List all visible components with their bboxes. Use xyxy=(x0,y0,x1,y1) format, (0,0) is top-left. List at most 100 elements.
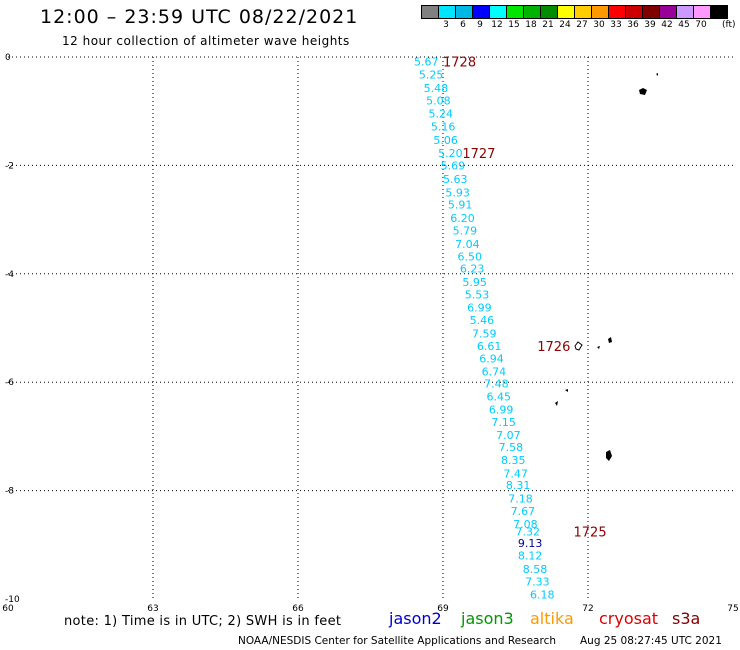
island-mid-6 xyxy=(606,450,612,461)
wave-height-value: 5.95 xyxy=(462,276,487,289)
wave-height-value: 6.18 xyxy=(530,589,555,602)
wave-height-value: 6.74 xyxy=(482,365,507,378)
wave-height-value: 7.58 xyxy=(499,441,524,454)
y-tick-label: -6 xyxy=(5,378,14,388)
x-tick-label: 72 xyxy=(582,604,593,614)
wave-height-value: 7.33 xyxy=(525,576,550,589)
page-subtitle: 12 hour collection of altimeter wave hei… xyxy=(62,34,350,48)
island-top xyxy=(639,88,647,95)
x-tick-label: 60 xyxy=(2,604,14,614)
legend-label: 36 xyxy=(627,20,639,30)
island-mid-1 xyxy=(574,341,583,351)
wave-height-value: 7.32 xyxy=(516,525,541,538)
wave-height-value: 9.13 xyxy=(518,537,543,550)
island-mid-4 xyxy=(565,389,568,392)
legend-label: 15 xyxy=(508,20,520,30)
legend-label: 27 xyxy=(576,20,588,30)
pass-time-label: 1728 xyxy=(443,55,476,70)
y-tick-label: -2 xyxy=(5,161,14,171)
wave-height-value: 8.58 xyxy=(523,563,548,576)
wave-height-value: 7.18 xyxy=(508,493,533,506)
map-grid: 60 63 66 69 72 75 0 -2 -4 -6 -8 -10 xyxy=(2,53,738,614)
wave-height-value: 5.69 xyxy=(441,159,466,172)
y-tick-label: -4 xyxy=(5,270,14,280)
legend-label: 6 xyxy=(460,20,466,30)
wave-height-value: 7.47 xyxy=(503,467,527,480)
wave-height-value: 6.61 xyxy=(477,340,502,353)
wave-height-value: 7.67 xyxy=(511,505,535,518)
legend-label: 9 xyxy=(477,20,483,30)
wave-height-value: 6.99 xyxy=(467,301,492,314)
wave-height-value: 5.24 xyxy=(429,107,454,120)
wave-height-value: 5.93 xyxy=(445,187,470,200)
legend-label: 33 xyxy=(610,20,622,30)
island-top-dot xyxy=(656,73,658,76)
pass-time-label: 1725 xyxy=(574,525,607,540)
wave-height-value: 5.08 xyxy=(426,94,451,107)
wave-height-value: 5.16 xyxy=(431,120,456,133)
satellite-name: altika xyxy=(530,609,574,628)
legend-label: 42 xyxy=(661,20,673,30)
pass-time-labels: 1728 1727 1726 1725 xyxy=(443,55,607,540)
x-tick-label: 63 xyxy=(147,604,158,614)
x-tick-label: 75 xyxy=(727,604,738,614)
y-tick-label: 0 xyxy=(5,53,11,63)
legend-label: 70 xyxy=(695,20,707,30)
wave-height-value: 7.15 xyxy=(491,416,516,429)
satellite-name: jason2 xyxy=(389,609,442,628)
legend-label: 12 xyxy=(491,20,503,30)
wave-height-value: 5.53 xyxy=(465,288,490,301)
y-tick-label: -8 xyxy=(5,487,14,497)
satellite-name: cryosat xyxy=(599,609,659,628)
wave-height-value: 7.08 xyxy=(513,518,538,531)
legend-label: 3 xyxy=(443,20,449,30)
generated-timestamp: Aug 25 08:27:45 UTC 2021 xyxy=(580,635,722,647)
legend-label: 30 xyxy=(593,20,605,30)
x-tick-label: 66 xyxy=(292,604,304,614)
wave-height-value: 5.20 xyxy=(438,147,463,160)
wave-height-value: 6.94 xyxy=(479,352,504,365)
altimeter-track: 5.675.255.485.085.245.165.065.205.695.63… xyxy=(414,55,555,601)
legend-labels: (ft) 3 6 9 12 15 18 21 24 27 30 33 36 39 42 45 70 xyxy=(421,19,740,31)
wave-height-value: 5.67 xyxy=(414,55,439,68)
legend-label: 45 xyxy=(678,20,690,30)
wave-height-value: 5.06 xyxy=(433,134,458,147)
wave-height-value: 8.35 xyxy=(501,454,526,467)
island-mid-3 xyxy=(597,346,600,349)
wave-height-value: 7.07 xyxy=(496,429,520,442)
legend-label: 18 xyxy=(525,20,537,30)
satellite-name: s3a xyxy=(672,609,701,628)
legend-label: 21 xyxy=(542,20,554,30)
island-mid-5 xyxy=(555,401,558,406)
pass-time-label: 1727 xyxy=(462,147,495,162)
wave-height-value: 5.25 xyxy=(419,68,444,81)
legend-swatch xyxy=(710,5,728,19)
page-title: 12:00 – 23:59 UTC 08/22/2021 xyxy=(40,6,359,28)
wave-height-value: 5.48 xyxy=(424,82,449,95)
footer-note: note: 1) Time is in UTC; 2) SWH is in fe… xyxy=(64,614,342,629)
wave-height-value: 5.79 xyxy=(453,224,478,237)
wave-height-value: 5.46 xyxy=(470,314,495,327)
satellite-name: jason3 xyxy=(461,609,514,628)
color-legend: (ft) 3 6 9 12 15 18 21 24 27 30 33 36 39 42 45 70 xyxy=(421,5,740,31)
wave-height-value: 5.91 xyxy=(448,198,473,211)
legend-label: 24 xyxy=(559,20,571,30)
wave-height-value: 6.50 xyxy=(458,250,483,263)
wave-height-value: 7.04 xyxy=(455,238,480,251)
legend-swatches xyxy=(421,5,740,19)
y-tick-label: -10 xyxy=(5,595,20,605)
wave-height-value: 6.45 xyxy=(487,390,512,403)
legend-unit: (ft) xyxy=(722,20,736,30)
islands xyxy=(555,73,658,461)
wave-height-value: 8.31 xyxy=(506,479,531,492)
wave-height-value: 6.99 xyxy=(489,403,513,416)
wave-height-value: 7.48 xyxy=(484,377,509,390)
legend-label: 39 xyxy=(644,20,656,30)
wave-height-value: 5.63 xyxy=(443,173,468,186)
wave-height-value: 7.59 xyxy=(472,327,497,340)
credit-text: NOAA/NESDIS Center for Satellite Applica… xyxy=(238,635,556,647)
wave-height-value: 6.23 xyxy=(460,262,485,275)
wave-height-value: 8.12 xyxy=(518,550,543,563)
